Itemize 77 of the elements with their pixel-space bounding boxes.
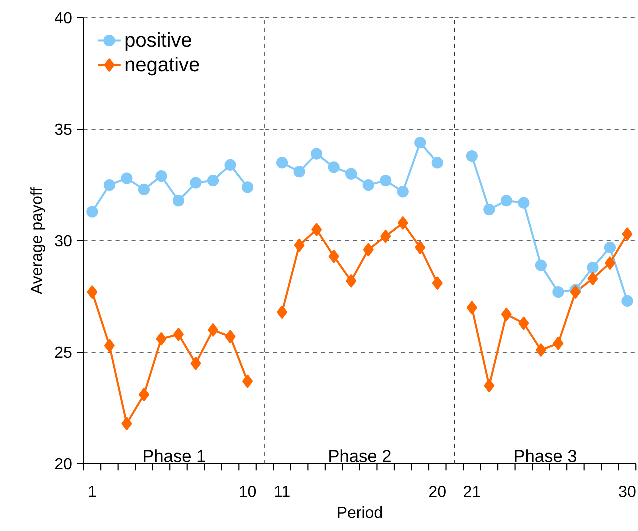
point — [138, 184, 150, 196]
point — [622, 295, 634, 307]
point — [156, 332, 167, 346]
point — [466, 301, 478, 314]
point — [363, 243, 374, 257]
point — [484, 379, 495, 393]
point — [242, 374, 253, 388]
y-tick-label: 35 — [55, 124, 72, 136]
point — [294, 238, 305, 252]
point — [346, 168, 358, 180]
point — [277, 306, 288, 319]
annotation: Phase 2 — [330, 450, 391, 462]
point — [311, 148, 323, 160]
point — [587, 262, 599, 274]
point — [104, 339, 115, 352]
point — [553, 336, 564, 350]
y-tick-label: 40 — [55, 12, 72, 24]
point — [174, 328, 184, 342]
point — [588, 272, 598, 286]
point — [552, 286, 564, 298]
point — [208, 324, 218, 337]
point — [398, 216, 408, 230]
point — [518, 197, 530, 209]
point — [536, 344, 546, 357]
point — [380, 230, 392, 244]
x-tick-label: 11 — [275, 486, 290, 498]
point — [622, 228, 633, 241]
point — [86, 206, 98, 218]
x-tick-label: 30 — [619, 486, 636, 498]
point — [207, 174, 220, 187]
legend-label: positive — [126, 32, 192, 52]
x-tick-label: 21 — [464, 486, 480, 498]
point — [501, 308, 512, 322]
point — [397, 186, 409, 198]
point — [380, 174, 392, 187]
point — [121, 172, 133, 184]
legend-label: negative — [126, 57, 200, 76]
point — [518, 316, 530, 330]
annotation: Phase 3 — [515, 450, 577, 462]
point — [415, 241, 426, 254]
point — [225, 330, 236, 344]
x-tick-label: 20 — [430, 486, 446, 498]
point — [328, 162, 340, 174]
point — [242, 182, 254, 194]
point — [604, 242, 616, 254]
point — [500, 195, 512, 207]
point — [312, 223, 322, 236]
point — [122, 417, 132, 430]
point — [466, 150, 478, 162]
annotation: Phase 1 — [144, 450, 206, 462]
point — [190, 357, 202, 370]
point — [570, 286, 581, 299]
point — [605, 256, 616, 270]
point — [276, 157, 288, 169]
point — [156, 170, 168, 182]
point — [87, 286, 98, 299]
point — [414, 137, 426, 149]
point — [328, 250, 340, 264]
point — [432, 276, 443, 290]
point — [484, 204, 496, 216]
y-tick-label: 30 — [55, 235, 72, 247]
point — [294, 166, 306, 178]
x-tick-label: 10 — [240, 486, 256, 498]
point — [432, 157, 444, 169]
y-tick-label: 25 — [55, 346, 72, 358]
y-tick-label: 20 — [55, 458, 72, 470]
point — [172, 195, 185, 207]
x-axis-title: Period — [338, 506, 382, 518]
y-axis-title: Average payoff — [30, 187, 46, 294]
point — [104, 179, 116, 192]
point — [346, 274, 357, 288]
point — [139, 388, 150, 402]
point — [362, 179, 374, 192]
point — [224, 159, 236, 171]
point — [190, 177, 202, 189]
point — [535, 260, 547, 272]
x-tick-label: 1 — [89, 486, 96, 498]
